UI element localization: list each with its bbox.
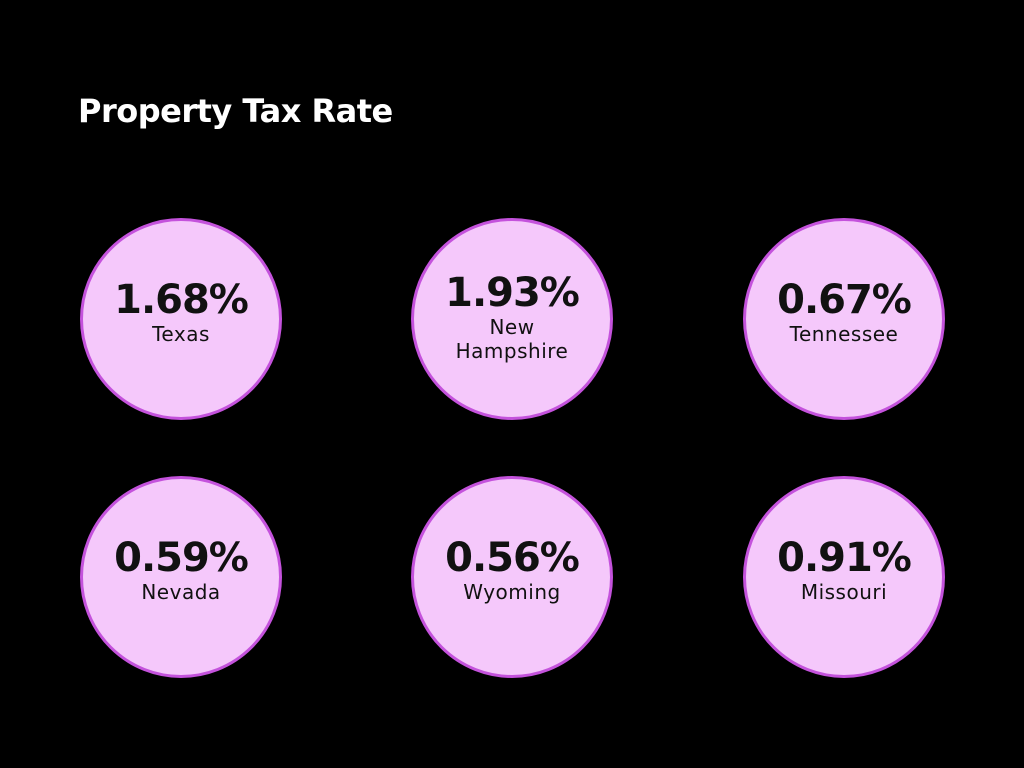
page-title: Property Tax Rate [78,92,393,130]
stat-value: 0.67% [777,277,912,323]
stat-value: 1.93% [445,270,580,316]
stat-value: 1.68% [114,277,249,323]
stat-label: Texas [152,322,210,346]
stat-circle-missouri: 0.91% Missouri [743,476,945,678]
stat-label: Tennessee [789,322,899,346]
stat-label: Missouri [800,580,888,604]
stat-circle-new-hampshire: 1.93% New Hampshire [411,218,613,420]
stat-circle-nevada: 0.59% Nevada [80,476,282,678]
stat-label: Wyoming [463,580,561,604]
stat-circle-tennessee: 0.67% Tennessee [743,218,945,420]
stat-value: 0.56% [445,535,580,581]
stat-value: 0.59% [114,535,249,581]
stat-label: Nevada [141,580,221,604]
stat-value: 0.91% [777,535,912,581]
stat-circle-wyoming: 0.56% Wyoming [411,476,613,678]
stat-label: New Hampshire [455,315,569,363]
stat-circle-texas: 1.68% Texas [80,218,282,420]
